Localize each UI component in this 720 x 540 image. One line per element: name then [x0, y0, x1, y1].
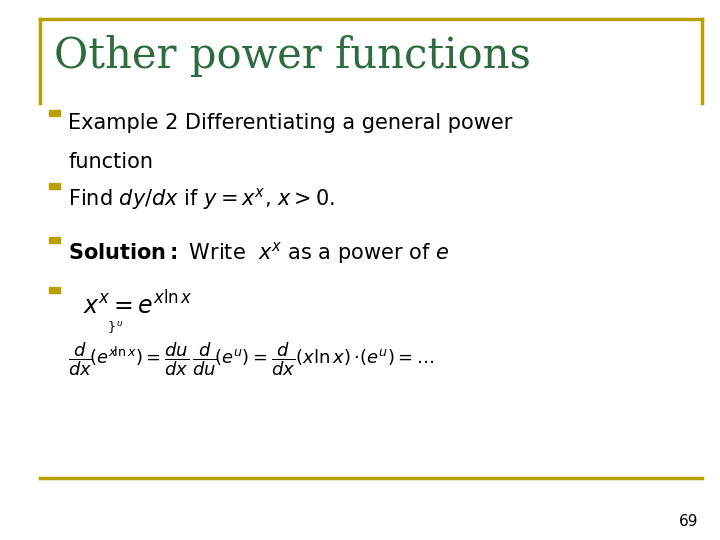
Text: $\mathbf{Solution:}$ Write  $x^x$ as a power of $e$: $\mathbf{Solution:}$ Write $x^x$ as a po…: [68, 240, 449, 266]
Text: function: function: [68, 152, 153, 172]
Bar: [49, 183, 60, 189]
Text: $\dfrac{d}{dx}\!\left(e^{x\!\ln x}\right)= \dfrac{du}{dx}\,\dfrac{d}{du}\!\left(: $\dfrac{d}{dx}\!\left(e^{x\!\ln x}\right…: [68, 340, 435, 378]
Bar: [49, 287, 60, 293]
Text: Example 2 Differentiating a general power: Example 2 Differentiating a general powe…: [68, 113, 513, 133]
Text: $x^x = e^{x\ln x}$: $x^x = e^{x\ln x}$: [68, 291, 193, 319]
Bar: [49, 110, 60, 116]
Text: $\}^{\,u}$: $\}^{\,u}$: [107, 319, 123, 335]
Bar: [49, 237, 60, 243]
Text: Find $dy/dx$ if $y = x^x$, $x > 0.$: Find $dy/dx$ if $y = x^x$, $x > 0.$: [68, 186, 336, 212]
Text: Other power functions: Other power functions: [54, 35, 531, 77]
Text: 69: 69: [679, 514, 698, 529]
